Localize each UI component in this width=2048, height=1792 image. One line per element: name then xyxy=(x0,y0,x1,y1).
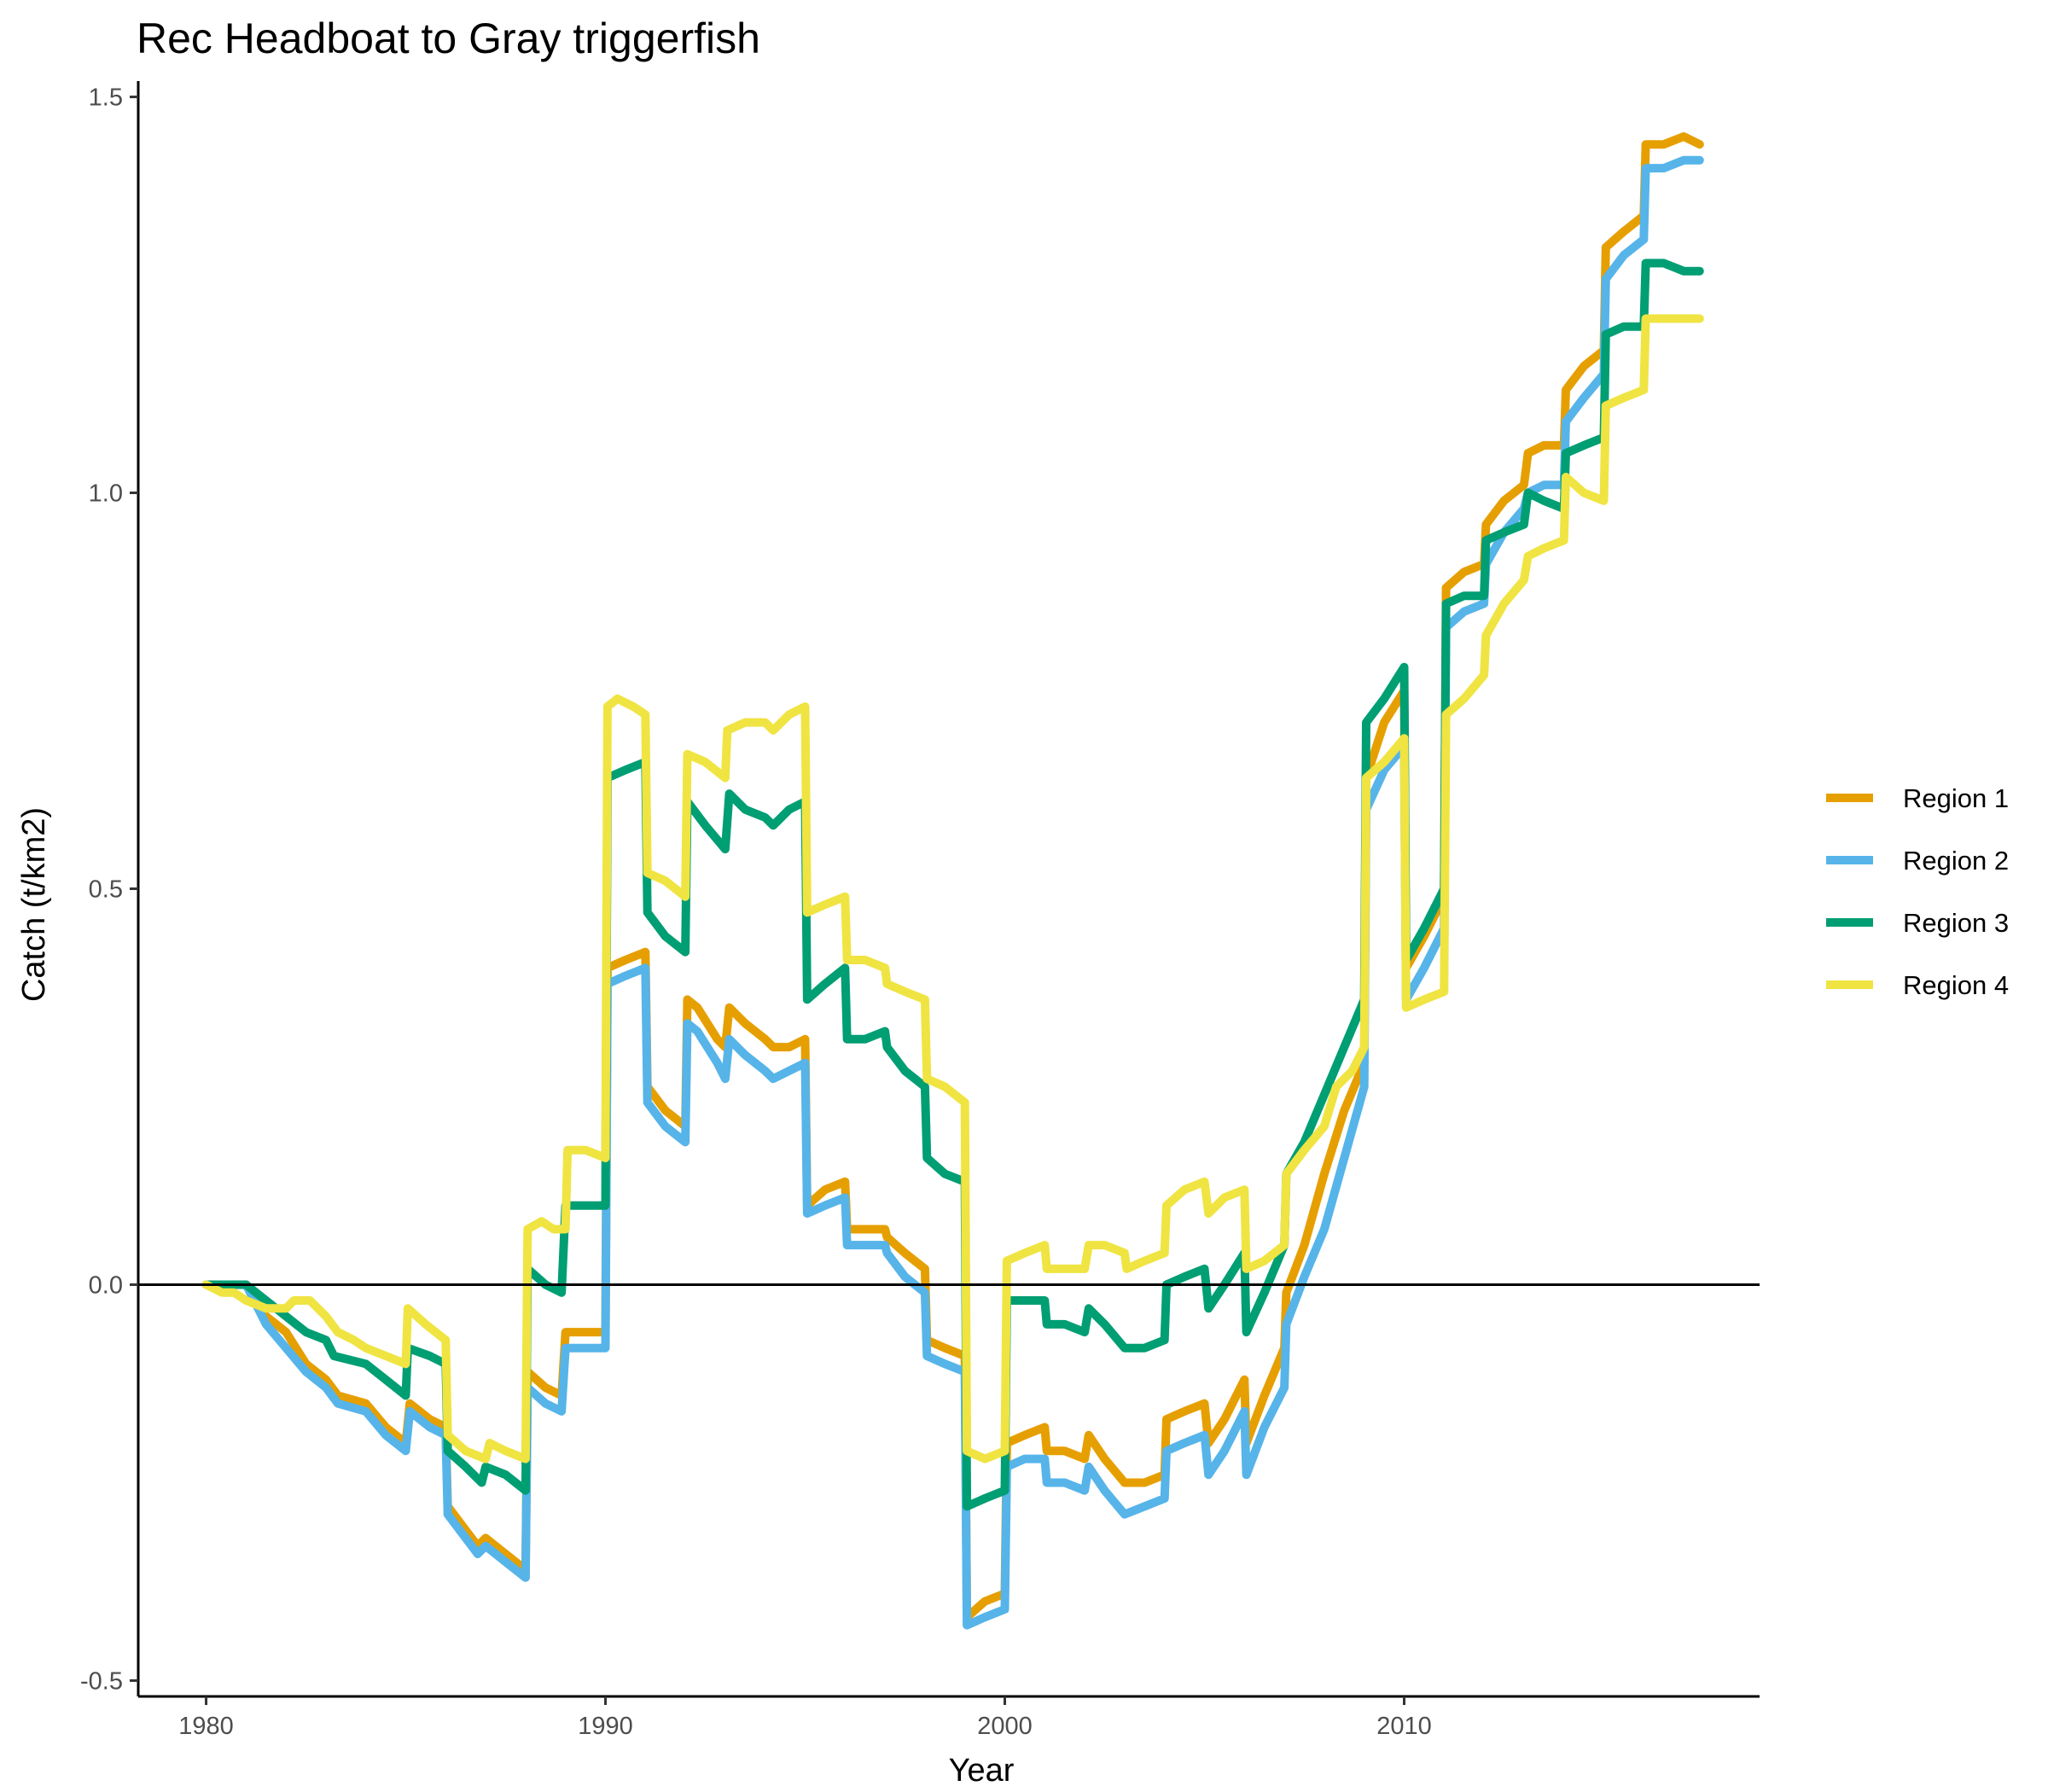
y-axis-ticks: -0.5 0.0 0.5 1.0 1.5 xyxy=(80,84,138,1695)
x-axis-title: Year xyxy=(949,1753,1015,1789)
legend-label: Region 3 xyxy=(1903,908,2009,938)
y-tick-label: -0.5 xyxy=(80,1667,123,1695)
y-tick-label: 1.5 xyxy=(89,84,123,112)
legend: Region 1 Region 2 Region 3 Region 4 xyxy=(1826,783,2009,1000)
y-tick-label: 0.5 xyxy=(89,876,123,904)
chart-title: Rec Headboat to Gray triggerfish xyxy=(137,15,760,62)
series-line-region-4 xyxy=(201,314,1704,1463)
y-tick-label: 1.0 xyxy=(89,480,123,508)
x-tick-label: 2000 xyxy=(977,1713,1033,1740)
y-tick-label: 0.0 xyxy=(89,1271,123,1299)
x-tick-label: 2010 xyxy=(1376,1713,1432,1740)
series-line-region-3 xyxy=(201,259,1704,1511)
x-axis-ticks: 1980 1990 2000 2010 xyxy=(178,1696,1432,1740)
y-axis-title: Catch (t/km2) xyxy=(16,807,52,1002)
series-lines xyxy=(201,132,1704,1630)
x-tick-label: 1990 xyxy=(578,1713,633,1740)
x-tick-label: 1980 xyxy=(178,1713,234,1740)
legend-label: Region 4 xyxy=(1903,970,2009,1000)
legend-label: Region 2 xyxy=(1903,846,2009,876)
legend-label: Region 1 xyxy=(1903,783,2009,813)
